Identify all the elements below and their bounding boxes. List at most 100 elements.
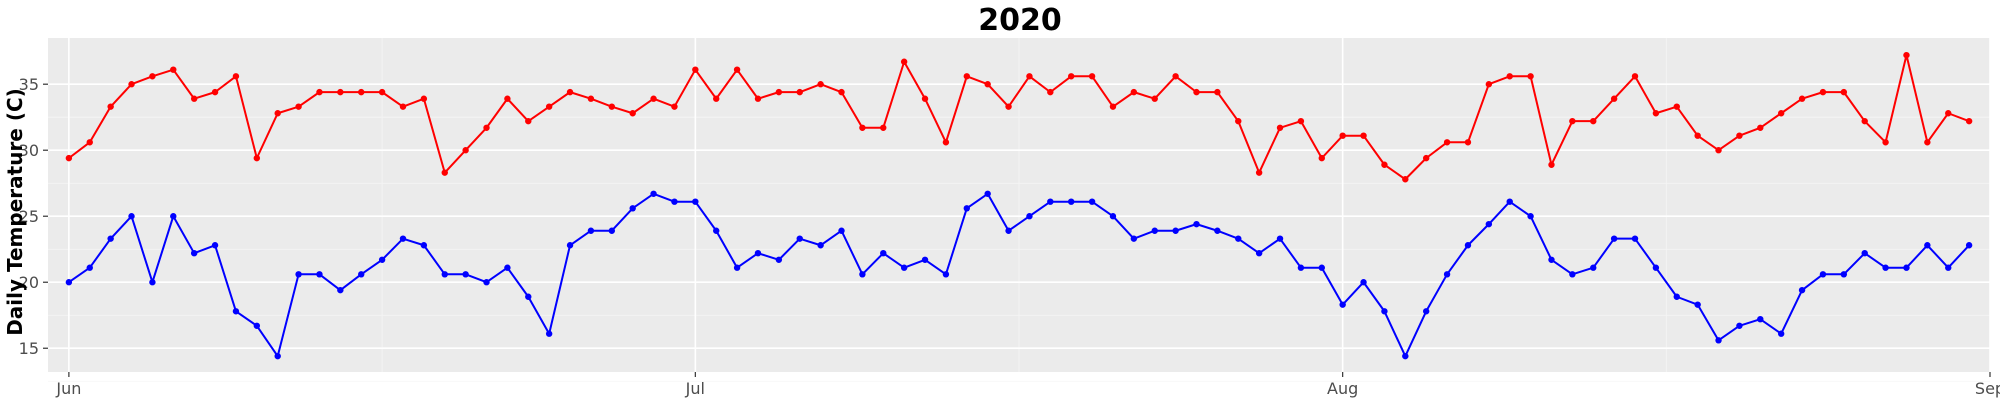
y-tick-label: 25 bbox=[19, 207, 39, 226]
series-1-point bbox=[1068, 73, 1075, 80]
series-layer bbox=[65, 51, 1973, 360]
series-2-point bbox=[545, 330, 553, 337]
series-1-point bbox=[1631, 73, 1639, 80]
x-axis: Jun Jul Aug Sep bbox=[55, 372, 2000, 398]
series-1-point bbox=[671, 103, 678, 110]
series-2-point bbox=[1715, 337, 1722, 344]
series-2-point bbox=[1694, 301, 1701, 308]
series-1-point bbox=[1861, 117, 1868, 125]
series-1-point bbox=[1360, 132, 1367, 139]
series-2-point bbox=[692, 198, 699, 205]
series-1-point bbox=[253, 154, 261, 162]
series-1-point bbox=[629, 110, 636, 117]
series-1-point bbox=[65, 154, 73, 162]
series-2-point bbox=[754, 249, 762, 257]
series-2-point bbox=[504, 264, 511, 271]
series-1-point bbox=[149, 73, 156, 80]
series-1-point bbox=[1172, 73, 1179, 80]
x-tick-label: Jun bbox=[55, 379, 81, 398]
series-1-point bbox=[525, 117, 532, 125]
series-2-point bbox=[1443, 271, 1451, 278]
series-2-point bbox=[170, 213, 177, 220]
series-2-point bbox=[1777, 330, 1785, 337]
series-1-point bbox=[274, 110, 281, 117]
series-2-point bbox=[671, 198, 678, 205]
series-1-point bbox=[713, 95, 720, 102]
series-1-point bbox=[1485, 81, 1493, 88]
series-2-point bbox=[1193, 220, 1200, 228]
series-2-point bbox=[629, 205, 636, 212]
series-1-point bbox=[692, 66, 699, 73]
series-2-point bbox=[149, 279, 156, 286]
series-2-point bbox=[1005, 227, 1012, 234]
series-1-point bbox=[86, 139, 93, 146]
series-2-point bbox=[420, 242, 428, 249]
series-2-point bbox=[1840, 271, 1848, 278]
series-1-point bbox=[399, 103, 407, 110]
series-1-point bbox=[128, 81, 135, 88]
y-tick-label: 30 bbox=[19, 141, 39, 160]
series-2-point bbox=[1590, 264, 1597, 271]
series-1-point bbox=[1109, 103, 1117, 110]
series-2-point bbox=[462, 271, 469, 278]
series-2-point bbox=[1339, 301, 1346, 308]
series-2-point bbox=[1882, 264, 1889, 271]
series-1-point bbox=[337, 88, 344, 96]
series-2-point bbox=[378, 256, 386, 263]
series-1-point bbox=[733, 66, 741, 73]
series-2-point bbox=[1631, 235, 1639, 242]
series-1-point bbox=[1276, 124, 1284, 131]
series-2-point bbox=[1757, 315, 1764, 323]
series-1-point bbox=[545, 103, 553, 110]
series-1-point bbox=[1151, 95, 1158, 102]
series-1-point bbox=[295, 103, 302, 110]
series-1-point bbox=[232, 73, 240, 80]
series-1-point bbox=[378, 88, 386, 96]
series-1-point bbox=[566, 88, 574, 96]
series-2-point bbox=[1652, 264, 1660, 271]
series-1-point bbox=[1506, 73, 1513, 80]
series-1-point bbox=[900, 58, 908, 65]
series-1-point bbox=[1757, 124, 1764, 131]
series-1-point bbox=[880, 124, 887, 131]
series-2-point bbox=[316, 271, 323, 278]
series-1-point bbox=[1610, 95, 1618, 102]
series-1-point bbox=[942, 139, 950, 146]
series-1-point bbox=[107, 103, 114, 110]
series-1-point bbox=[170, 66, 177, 73]
series-1 bbox=[65, 51, 1973, 183]
series-1-point bbox=[608, 103, 616, 110]
series-2-point bbox=[838, 227, 845, 234]
series-2-point bbox=[1506, 198, 1513, 205]
series-1-point bbox=[483, 124, 490, 131]
series-2-point bbox=[1798, 286, 1806, 294]
series-1-point bbox=[984, 81, 991, 88]
series-2-point bbox=[1569, 271, 1576, 278]
series-1-point bbox=[1464, 139, 1472, 146]
series-1-point bbox=[1339, 132, 1346, 139]
series-2-point bbox=[525, 293, 532, 300]
series-2-point bbox=[1819, 271, 1827, 278]
series-2-point bbox=[1172, 227, 1179, 234]
series-2-point bbox=[1527, 213, 1534, 220]
series-1-point bbox=[504, 95, 511, 102]
series-2-point bbox=[1381, 308, 1388, 315]
series-1-point bbox=[1903, 51, 1910, 59]
y-tick-label: 35 bbox=[19, 75, 39, 94]
series-1-line bbox=[68, 54, 1970, 181]
series-1-point bbox=[1882, 139, 1889, 146]
series-1-point bbox=[1798, 95, 1806, 102]
series-2-point bbox=[1109, 213, 1117, 220]
series-1-point bbox=[1924, 139, 1931, 146]
series-2-point bbox=[963, 205, 970, 212]
series-2-point bbox=[984, 190, 991, 197]
series-2 bbox=[65, 190, 1973, 360]
series-1-point bbox=[1005, 103, 1012, 110]
series-1-point bbox=[1381, 161, 1388, 168]
x-tick-label: Jul bbox=[685, 379, 705, 398]
series-2-point bbox=[1422, 308, 1430, 315]
series-1-point bbox=[1297, 117, 1305, 125]
series-1-point bbox=[190, 95, 198, 102]
series-2-point bbox=[274, 352, 281, 360]
series-2-point bbox=[566, 242, 574, 249]
